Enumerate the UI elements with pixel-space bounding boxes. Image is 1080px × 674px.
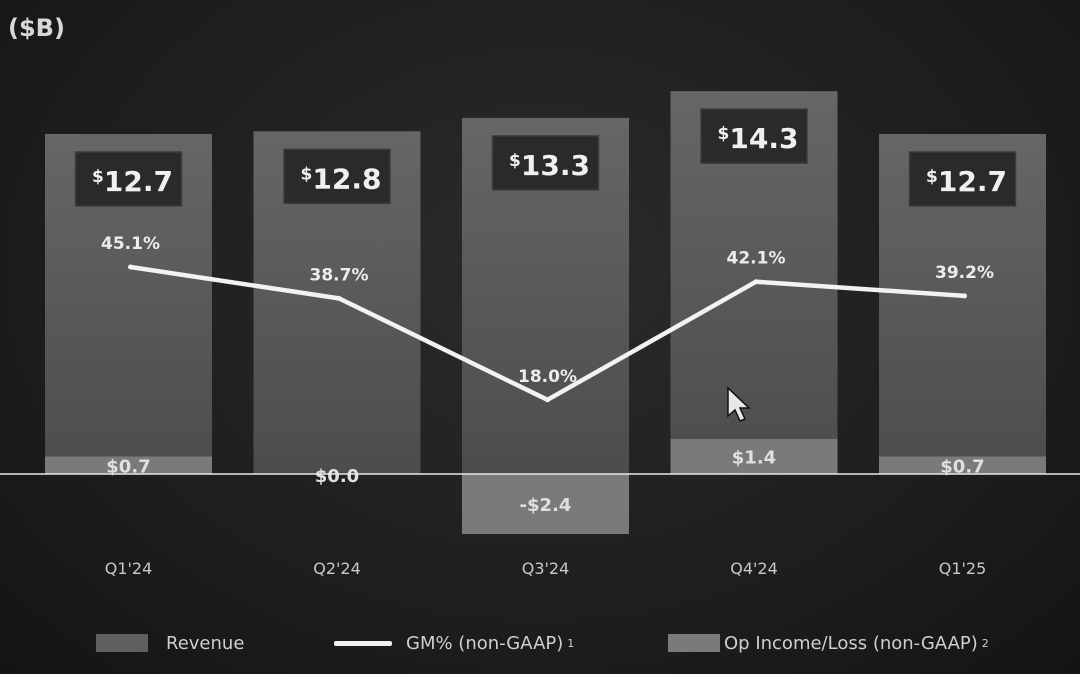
gm-label-2: 18.0% bbox=[518, 367, 577, 387]
op-income-label-1: $0.0 bbox=[315, 466, 359, 487]
x-tick-label-1: Q2'24 bbox=[313, 559, 361, 578]
revenue-value-box-1 bbox=[283, 148, 391, 205]
unit-label: ($B) bbox=[8, 14, 65, 42]
legend-footnote-gm: 1 bbox=[567, 636, 575, 650]
gm-point-1 bbox=[336, 295, 342, 301]
legend-item-revenue: Revenue bbox=[96, 628, 244, 658]
revenue-value-label-1: $12.8 bbox=[301, 162, 382, 195]
op-income-label-3: $1.4 bbox=[732, 448, 776, 469]
legend-label-op: Op Income/Loss (non-GAAP) bbox=[724, 632, 978, 654]
revenue-value-box-2 bbox=[491, 135, 600, 191]
x-tick-label-0: Q1'24 bbox=[105, 559, 153, 578]
gm-label-1: 38.7% bbox=[310, 265, 369, 285]
legend-swatch-gm bbox=[334, 640, 392, 646]
mouse-cursor-icon bbox=[727, 386, 751, 422]
revenue-value-box-0 bbox=[74, 151, 183, 207]
gm-label-3: 42.1% bbox=[727, 249, 786, 269]
gm-point-4 bbox=[962, 293, 967, 299]
legend-footnote-op: 2 bbox=[981, 636, 989, 650]
gm-point-2 bbox=[545, 397, 550, 403]
op-income-label-4: $0.7 bbox=[940, 456, 984, 477]
op-income-bar-3 bbox=[670, 439, 838, 474]
x-tick-label-3: Q4'24 bbox=[730, 559, 778, 578]
op-income-label-0: $0.7 bbox=[106, 456, 150, 477]
combo-chart: $12.7 $0.7 Q1'24 $12.8 $0.0 Q2'24 $13.3 -$2.4 Q3… bbox=[0, 91, 1080, 578]
gm-label-4: 39.2% bbox=[935, 263, 994, 283]
revenue-value-label-2: $13.3 bbox=[509, 149, 590, 182]
gm-point-3 bbox=[753, 279, 759, 285]
legend-item-op: Op Income/Loss (non-GAAP) 2 bbox=[668, 628, 989, 658]
revenue-value-label-4: $12.7 bbox=[926, 165, 1007, 198]
revenue-value-box-4 bbox=[908, 151, 1017, 207]
x-tick-label-4: Q1'25 bbox=[939, 559, 987, 578]
x-tick-label-2: Q3'24 bbox=[522, 559, 570, 578]
op-income-bar-4 bbox=[879, 456, 1046, 474]
gm-label-0: 45.1% bbox=[101, 234, 160, 254]
gm-point-0 bbox=[128, 264, 133, 270]
revenue-value-label-0: $12.7 bbox=[92, 165, 173, 198]
op-income-label-2: -$2.4 bbox=[520, 495, 572, 516]
op-income-bar-2 bbox=[462, 474, 629, 534]
legend-swatch-revenue bbox=[96, 634, 148, 652]
revenue-value-box-3 bbox=[700, 108, 808, 164]
legend-item-gm: GM% (non-GAAP) 1 bbox=[334, 628, 574, 658]
legend-label-revenue: Revenue bbox=[166, 632, 245, 654]
legend-label-gm: GM% (non-GAAP) bbox=[406, 632, 564, 654]
legend-swatch-op bbox=[668, 634, 720, 652]
revenue-value-label-3: $14.3 bbox=[718, 122, 799, 155]
op-income-bar-0 bbox=[45, 456, 212, 474]
